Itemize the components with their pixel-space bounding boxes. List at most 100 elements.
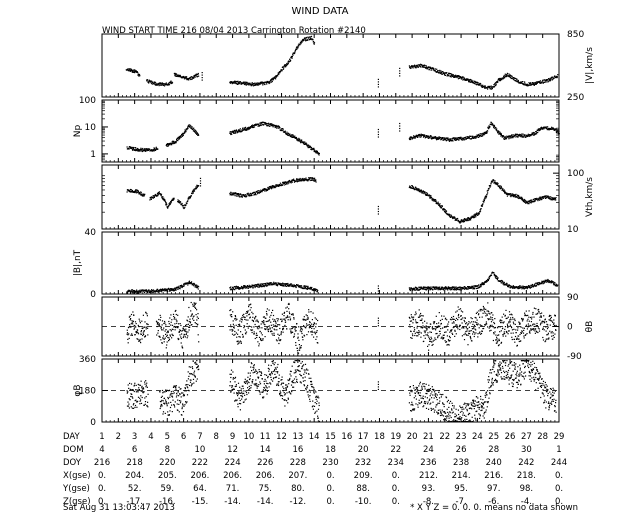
data-point [310,180,311,181]
data-point [550,196,551,197]
data-point [464,78,465,79]
data-point [161,291,162,292]
series-segment [127,146,159,152]
data-point [147,80,148,81]
data-point [271,186,272,187]
data-point [200,180,201,181]
data-point [443,209,444,210]
data-point [536,133,537,134]
data-point [180,137,181,138]
data-point [245,127,246,128]
data-point [297,47,298,48]
data-point [259,286,260,287]
data-point [285,66,286,67]
data-point [540,128,541,129]
data-point [231,192,232,193]
data-point [195,131,196,132]
data-point [127,146,128,147]
data-point [550,79,551,80]
data-point [446,140,447,141]
data-point [289,134,290,135]
data-point [532,284,533,285]
data-point [506,138,507,139]
data-point [495,127,496,128]
data-point [507,196,508,197]
data-point [289,59,290,60]
data-point [555,199,556,200]
data-point [273,282,274,283]
data-point [254,286,255,287]
data-point [516,79,517,80]
data-point [472,81,473,82]
data-point [132,311,133,312]
data-point [470,136,471,137]
data-point [555,129,556,130]
data-point [438,202,439,203]
data-point [177,199,178,200]
data-point [139,319,140,320]
series-segment [149,191,174,208]
y-tick-label: 0 [90,290,96,300]
data-point [271,188,272,189]
data-point [139,75,140,76]
data-point [313,148,314,149]
data-point [273,126,274,127]
y-tick-label: 10 [567,225,579,235]
data-point [263,124,264,125]
data-point [251,127,252,128]
data-point [457,289,458,290]
data-point [534,201,535,202]
data-point [301,286,302,287]
data-point [378,129,379,130]
data-point [192,191,193,192]
data-point [301,42,302,43]
data-point [416,188,417,189]
data-point [501,186,502,187]
data-point [174,198,175,199]
data-point [236,288,237,289]
data-point [132,335,133,336]
data-point [494,126,495,127]
data-point [513,134,514,135]
data-point [436,69,437,70]
data-point [236,83,237,84]
data-point [171,202,172,203]
data-point [239,195,240,196]
data-point [183,135,184,136]
data-point [157,289,158,290]
data-point [186,76,187,77]
data-point [529,286,530,287]
data-point [139,320,140,321]
data-point [488,127,489,128]
data-point [378,293,379,294]
data-point [378,206,379,207]
data-point [425,192,426,193]
data-point [493,272,494,273]
data-point [488,190,489,191]
data-point [184,207,185,208]
data-point [178,286,179,287]
data-point [268,125,269,126]
data-point [127,191,128,192]
data-series [126,36,559,90]
data-point [130,318,131,319]
data-point [458,140,459,141]
data-point [454,137,455,138]
series-segment [409,272,559,291]
data-point [511,134,512,135]
data-point [501,79,502,80]
data-point [202,77,203,78]
data-point [506,193,507,194]
data-point [173,141,174,142]
data-point [277,75,278,76]
data-point [490,185,491,186]
data-point [137,72,138,73]
data-point [191,281,192,282]
data-point [484,284,485,285]
data-point [465,137,466,138]
data-point [293,135,294,136]
data-point [556,284,557,285]
data-point [543,198,544,199]
data-point [231,134,232,135]
